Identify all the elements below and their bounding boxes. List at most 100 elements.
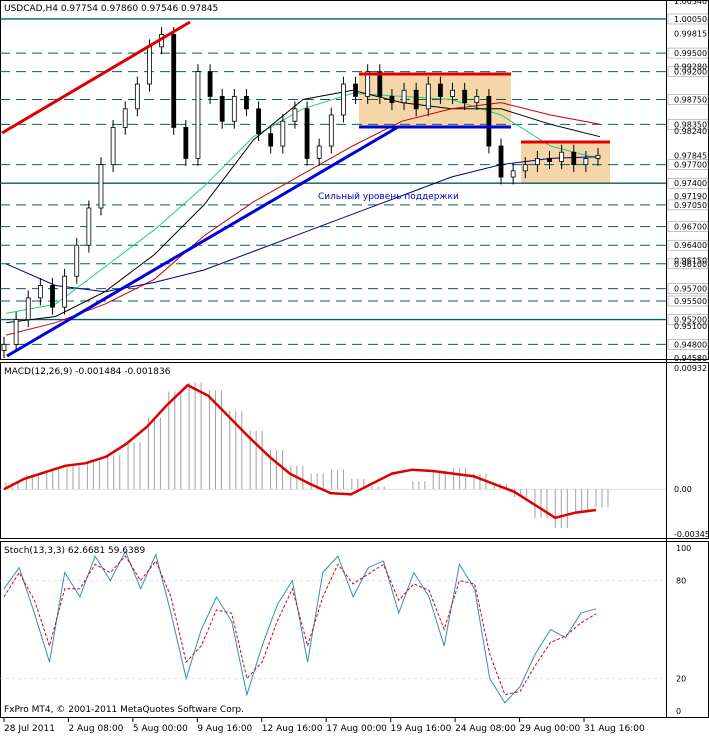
candle-body bbox=[86, 207, 92, 246]
price-tick-label: 0.97190 bbox=[674, 192, 707, 201]
level-label: 0.95200 bbox=[674, 316, 707, 325]
level-label: 0.94800 bbox=[674, 340, 707, 349]
level-label-box bbox=[667, 47, 709, 59]
candle-body bbox=[389, 96, 395, 104]
level-label-box bbox=[667, 258, 709, 270]
candle-body bbox=[171, 34, 177, 128]
price-axis: 1.00050 0.99500 0.99200 0.98750 0.98350 0.978… bbox=[667, 0, 709, 363]
time-tick-label: 29 Aug 00:00 bbox=[520, 724, 581, 734]
time-tick-label: 5 Aug 00:00 bbox=[133, 724, 188, 734]
level-label-box bbox=[667, 177, 709, 189]
candle-body bbox=[438, 83, 443, 97]
level-label: 0.99200 bbox=[674, 68, 707, 77]
time-axis: 28 Jul 2011 2 Aug 08:00 5 Aug 00:00 9 Aug 1… bbox=[3, 718, 645, 734]
price-tick-label: 0.94580 bbox=[674, 354, 707, 363]
level-label-box bbox=[667, 295, 709, 307]
candle-body bbox=[62, 275, 68, 308]
moving-average-line bbox=[5, 92, 601, 314]
stoch-tick-label: 100 bbox=[676, 544, 691, 553]
candles bbox=[1, 27, 601, 358]
level-label: 0.98750 bbox=[674, 96, 707, 105]
macd-tick-label: 0.00 bbox=[674, 485, 692, 494]
price-tick-label: 1.00340 bbox=[674, 0, 707, 6]
candle-body bbox=[147, 46, 152, 85]
support-annotation: Сильный уровень поддержки bbox=[318, 192, 459, 202]
macd-tick-label: 0.00932 bbox=[674, 364, 707, 373]
candle-body bbox=[195, 71, 201, 159]
candle-body bbox=[122, 108, 128, 128]
candle-body bbox=[134, 83, 140, 110]
candle-body bbox=[534, 158, 540, 166]
level-label-box bbox=[667, 94, 709, 105]
blue-trendline bbox=[6, 125, 399, 358]
time-tick-label: 24 Aug 08:00 bbox=[455, 724, 516, 734]
candle-body bbox=[547, 158, 552, 162]
level-label: 0.97400 bbox=[674, 179, 707, 188]
candle-body bbox=[98, 164, 104, 209]
stoch-tick-label: 80 bbox=[676, 577, 686, 586]
macd-panel bbox=[0, 382, 666, 529]
candle-body bbox=[413, 89, 419, 110]
candle-body bbox=[219, 96, 225, 122]
candle-body bbox=[256, 108, 261, 135]
candle-body bbox=[316, 145, 322, 159]
macd-signal-line bbox=[3, 383, 597, 520]
candle-body bbox=[571, 151, 577, 166]
candle-body bbox=[377, 71, 383, 97]
candle-body bbox=[244, 96, 249, 110]
level-label-box bbox=[667, 199, 709, 211]
level-label-box bbox=[667, 221, 709, 232]
level-label: 0.97845 bbox=[674, 152, 707, 161]
candle-body bbox=[328, 114, 334, 147]
level-lines bbox=[0, 18, 666, 345]
stoch-panel-frame bbox=[0, 541, 709, 718]
candle-body bbox=[183, 127, 189, 159]
range-box-2 bbox=[521, 142, 610, 184]
stoch-panel bbox=[0, 550, 666, 704]
level-label: 0.96400 bbox=[674, 241, 707, 250]
stoch-panel-title: Stoch(13,3,3) 62.6681 59.6389 bbox=[4, 546, 145, 556]
candle-body bbox=[280, 120, 286, 147]
stoch-axis: 100 80 20 0 bbox=[676, 544, 691, 716]
macd-panel-frame bbox=[0, 362, 709, 539]
time-tick-label: 12 Aug 16:00 bbox=[262, 724, 323, 734]
stoch-d-line bbox=[3, 555, 597, 696]
candle-body bbox=[1, 343, 7, 351]
main-panel-title: USDCAD,H4 0.97754 0.97860 0.97546 0.9784… bbox=[4, 4, 218, 14]
level-label-box bbox=[667, 339, 709, 350]
macd-axis: 0.00932 0.00 -0.00345 bbox=[674, 364, 709, 539]
level-label-box bbox=[667, 283, 709, 294]
time-tick-label: 2 Aug 08:00 bbox=[68, 724, 123, 734]
candle-body bbox=[462, 89, 468, 104]
level-label: 0.96700 bbox=[674, 223, 707, 232]
price-tick-label: 0.95100 bbox=[674, 322, 707, 331]
price-tick-label: 0.96150 bbox=[674, 257, 707, 266]
candle-body bbox=[110, 127, 116, 166]
time-tick-label: 17 Aug 00:00 bbox=[326, 724, 387, 734]
level-label: 0.96100 bbox=[674, 260, 707, 269]
candle-body bbox=[231, 96, 237, 122]
candle-body bbox=[559, 151, 565, 162]
candle-body bbox=[425, 83, 431, 110]
range-box-1 bbox=[359, 74, 511, 127]
red-trendline bbox=[1, 20, 191, 135]
candle-body bbox=[37, 285, 43, 299]
copyright-text: FxPro MT4, © 2001-2011 MetaQuotes Softwa… bbox=[4, 705, 244, 715]
level-label-box bbox=[667, 314, 709, 325]
candle-body bbox=[50, 285, 55, 308]
candle-body bbox=[292, 108, 298, 122]
price-tick-label: 0.99815 bbox=[674, 30, 707, 39]
candle-body bbox=[401, 89, 407, 104]
level-label-box bbox=[667, 119, 709, 130]
candle-body bbox=[498, 145, 504, 178]
time-tick-label: 19 Aug 16:00 bbox=[391, 724, 452, 734]
moving-average-line bbox=[5, 102, 601, 336]
stoch-k-line bbox=[3, 550, 597, 704]
stoch-tick-label: 0 bbox=[676, 707, 681, 716]
candle-body bbox=[341, 83, 346, 116]
candle-body bbox=[207, 71, 213, 97]
candle-body bbox=[522, 164, 528, 172]
level-label-box bbox=[667, 66, 709, 77]
time-tick-label: 9 Aug 16:00 bbox=[197, 724, 252, 734]
